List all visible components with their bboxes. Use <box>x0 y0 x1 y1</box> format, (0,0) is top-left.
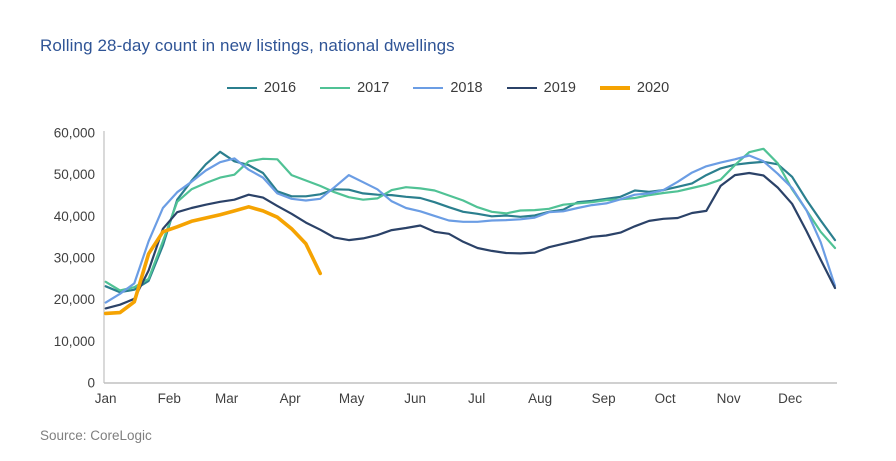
legend-line-swatch-2017 <box>320 86 351 90</box>
x-axis-month-label: Jul <box>468 391 485 406</box>
x-axis-month-label: Jun <box>404 391 426 406</box>
y-axis-tick-label: 40,000 <box>54 209 95 224</box>
x-axis-month-label: Jan <box>95 391 117 406</box>
legend-item-2018: 2018 <box>413 80 483 96</box>
x-axis-month-label: Nov <box>717 391 741 406</box>
y-axis-tick-label: 60,000 <box>54 126 95 141</box>
source-attribution: Source: CoreLogic <box>40 428 152 443</box>
y-axis-tick-label: 0 <box>87 376 95 391</box>
legend-label: 2016 <box>263 80 297 96</box>
y-axis-tick-label: 10,000 <box>54 334 95 349</box>
legend-item-2016: 2016 <box>226 80 297 96</box>
x-axis-month-label: Mar <box>215 391 239 406</box>
y-axis-tick-label: 50,000 <box>54 167 95 182</box>
legend-label: 2019 <box>543 80 576 96</box>
x-axis-month-label: Aug <box>528 391 552 406</box>
x-axis-month-label: Apr <box>280 391 302 406</box>
legend-label: 2017 <box>357 80 390 96</box>
x-axis-month-label: Oct <box>655 391 676 406</box>
y-axis-tick-label: 30,000 <box>54 251 95 266</box>
series-line-2019 <box>104 171 837 310</box>
x-axis-month-label: Sep <box>592 391 616 406</box>
legend-label: 2018 <box>450 80 483 96</box>
chart-title: Rolling 28-day count in new listings, na… <box>40 36 455 55</box>
series-line-2020 <box>103 205 323 316</box>
legend-line-swatch-2019 <box>506 86 537 90</box>
legend-item-2020: 2020 <box>599 80 670 96</box>
legend-line-swatch-2020 <box>599 86 630 90</box>
legend-line-swatch-2018 <box>413 86 444 90</box>
legend-line-swatch-2016 <box>226 86 257 90</box>
legend-item-2019: 2019 <box>506 80 576 96</box>
legend-label: 2020 <box>636 80 670 96</box>
x-axis-month-label: May <box>339 391 365 406</box>
legend-item-2017: 2017 <box>320 80 389 96</box>
chart-legend: 2016 2017 2018 2019 2020 <box>0 80 896 96</box>
y-axis-tick-label: 20,000 <box>54 292 95 307</box>
x-axis-month-label: Dec <box>778 391 802 406</box>
series-line-2016 <box>104 150 837 294</box>
series-line-2018 <box>104 154 837 304</box>
series-line-2017 <box>104 147 837 292</box>
x-axis-month-label: Feb <box>158 391 181 406</box>
